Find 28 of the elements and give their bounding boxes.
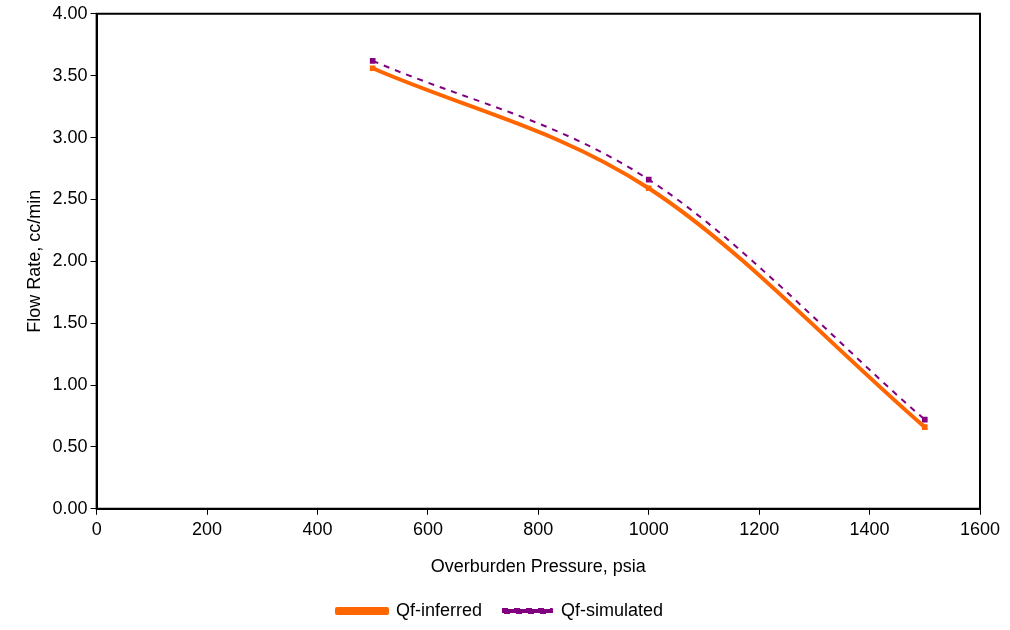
x-tick-label: 400	[302, 518, 333, 539]
point	[921, 424, 928, 430]
y-tick-label: 3.00	[52, 126, 88, 147]
x-tick-label: 1000	[628, 518, 669, 539]
x-tick-label: 600	[412, 518, 443, 539]
x-tick-label: 1600	[959, 518, 1001, 539]
y-tick-label: 0.00	[52, 497, 88, 518]
y-tick-label: 1.50	[52, 312, 88, 333]
y-tick-label: 0.50	[52, 435, 88, 456]
x-tick-label: 200	[192, 518, 223, 539]
x-tick-label: 800	[523, 518, 554, 539]
y-tick-label: 2.00	[52, 250, 88, 271]
legend-label: Qf-inferred	[395, 599, 482, 620]
legend-label: Qf-simulated	[561, 599, 664, 620]
x-tick-label: 1200	[739, 518, 780, 539]
y-axis-title: Flow Rate, cc/min	[23, 189, 44, 333]
y-tick-label: 2.50	[52, 188, 88, 209]
point	[645, 185, 652, 192]
point	[369, 65, 376, 72]
x-tick-label: 1400	[849, 518, 890, 539]
x-tick-label: 0	[91, 518, 102, 539]
point	[921, 416, 928, 423]
y-tick-label: 3.50	[52, 64, 88, 85]
x-axis-title: Overburden Pressure, psia	[430, 556, 647, 577]
point	[369, 58, 376, 64]
y-tick-label: 1.00	[52, 374, 88, 395]
y-tick-label: 4.00	[52, 2, 88, 23]
point	[645, 176, 652, 183]
